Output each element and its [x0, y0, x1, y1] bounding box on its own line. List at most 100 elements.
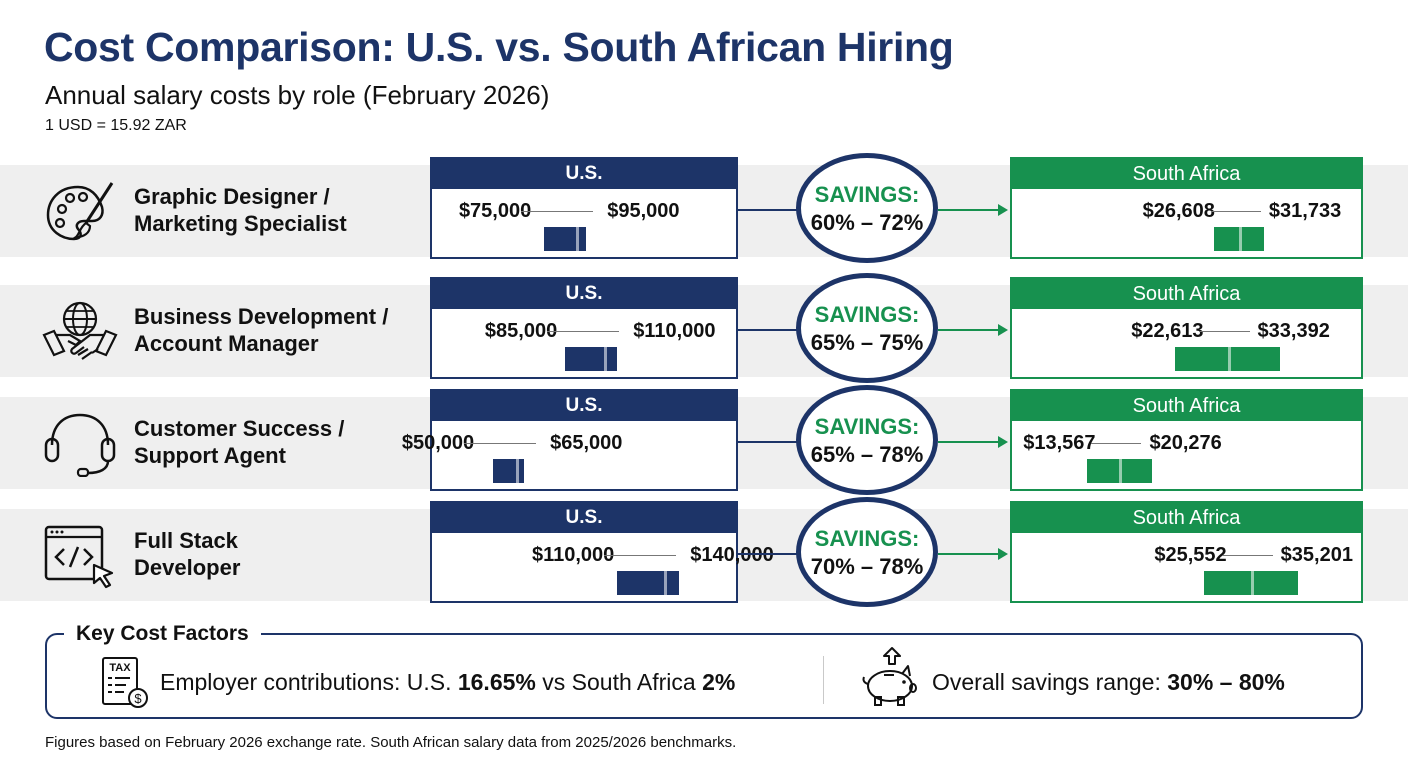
us-bar-marker	[663, 571, 667, 595]
sa-range: $13,567 $20,276	[1012, 431, 1361, 455]
sa-min-label: $13,567	[1023, 432, 1096, 454]
sa-connector	[938, 553, 1000, 555]
sa-header: South Africa	[1012, 159, 1361, 189]
us-range-dash	[547, 331, 620, 332]
us-range: $50,000 $65,000	[402, 431, 736, 455]
us-salary-panel: U.S. $110,000 $140,000	[430, 501, 774, 603]
globe-handshake-icon	[42, 299, 118, 365]
sa-bar-marker	[1238, 227, 1242, 251]
role-label: Full Stack Developer	[134, 527, 434, 581]
role-row: Graphic Designer / Marketing Specialist U.…	[0, 153, 1408, 263]
savings-range: 60% – 72%	[810, 210, 924, 235]
sa-bar-marker	[1250, 571, 1254, 595]
sa-salary-panel: South Africa $22,613 $33,392	[1010, 277, 1363, 379]
arrow-right-icon	[998, 324, 1008, 336]
us-header: U.S.	[432, 503, 736, 533]
us-range: $85,000 $110,000	[432, 319, 736, 343]
us-salary-panel: U.S. $75,000 $95,000	[430, 157, 738, 259]
savings-badge: SAVINGS: 70% – 78%	[796, 497, 938, 607]
key-cost-factors-box	[45, 633, 1363, 719]
us-header: U.S.	[432, 159, 736, 189]
sa-max-label: $33,392	[1257, 320, 1330, 342]
sa-max-label: $31,733	[1268, 200, 1342, 222]
savings-badge: SAVINGS: 60% – 72%	[796, 153, 938, 263]
tax-document-icon: TAX $	[100, 656, 150, 710]
us-range: $75,000 $95,000	[432, 199, 736, 223]
sa-range-dash	[1091, 443, 1142, 444]
code-window-cursor-icon	[42, 523, 118, 589]
role-label: Graphic Designer / Marketing Specialist	[134, 183, 434, 237]
savings-label: SAVINGS:	[814, 526, 920, 551]
role-label-line2: Support Agent	[134, 443, 286, 468]
savings-badge: SAVINGS: 65% – 78%	[796, 385, 938, 495]
us-min-label: $50,000	[401, 432, 475, 454]
sa-range: $22,613 $33,392	[1012, 319, 1361, 343]
us-range-bar	[492, 459, 524, 483]
sa-salary-panel: South Africa $13,567 $20,276	[1010, 389, 1363, 491]
us-range-dash	[464, 443, 537, 444]
piggy-bank-arrow-icon	[858, 646, 922, 708]
sa-range-dash	[1222, 555, 1273, 556]
us-header: U.S.	[432, 279, 736, 309]
us-max-label: $140,000	[690, 544, 774, 566]
headset-icon	[42, 411, 118, 478]
arrow-right-icon	[998, 548, 1008, 560]
sa-header: South Africa	[1012, 391, 1361, 421]
savings-label: SAVINGS:	[814, 302, 920, 327]
role-row: Full Stack Developer U.S. $110,000 $140,000 S…	[0, 497, 1408, 607]
sa-bar-marker	[1227, 347, 1231, 371]
role-label: Customer Success / Support Agent	[134, 415, 434, 469]
us-range-bar	[617, 571, 680, 595]
us-bar-marker	[515, 459, 519, 483]
role-label: Business Development / Account Manager	[134, 303, 434, 357]
role-label-line1: Customer Success /	[134, 416, 345, 441]
sa-min-label: $22,613	[1131, 320, 1204, 342]
sa-min-label: $26,608	[1142, 200, 1215, 222]
savings-label: SAVINGS:	[814, 414, 920, 439]
sa-range-bar	[1174, 347, 1281, 371]
role-label-line1: Business Development /	[134, 304, 389, 329]
sa-range-dash	[1210, 211, 1261, 212]
role-label-line2: Developer	[134, 555, 241, 580]
sa-range-bar	[1203, 571, 1298, 595]
tax-icon-label: TAX	[109, 662, 131, 674]
footnote: Figures based on February 2026 exchange …	[45, 734, 737, 751]
role-label-line2: Account Manager	[134, 331, 319, 356]
chart-subtitle: Annual salary costs by role (February 20…	[45, 80, 550, 110]
us-range-dash	[604, 555, 677, 556]
us-bar-marker	[575, 227, 579, 251]
us-min-label: $110,000	[531, 544, 615, 566]
savings-badge: SAVINGS: 65% – 75%	[796, 273, 938, 383]
role-row: Customer Success / Support Agent U.S. $50,0…	[0, 385, 1408, 495]
us-salary-panel: U.S. $85,000 $110,000	[430, 277, 738, 379]
role-row: Business Development / Account Manager U.S…	[0, 273, 1408, 383]
sa-header: South Africa	[1012, 503, 1361, 533]
sa-header: South Africa	[1012, 279, 1361, 309]
role-label-line1: Full Stack	[134, 528, 238, 553]
arrow-right-icon	[998, 204, 1008, 216]
arrow-right-icon	[998, 436, 1008, 448]
role-label-line1: Graphic Designer /	[134, 184, 330, 209]
us-range-dash	[521, 211, 594, 212]
factors-divider	[823, 656, 824, 704]
employer-contributions-text: Employer contributions: U.S. 16.65% vs S…	[160, 669, 736, 695]
exchange-rate: 1 USD = 15.92 ZAR	[45, 117, 187, 134]
us-min-label: $85,000	[484, 320, 558, 342]
role-label-line2: Marketing Specialist	[134, 211, 347, 236]
savings-range: 65% – 78%	[810, 442, 924, 467]
sa-range: $25,552 $35,201	[1012, 543, 1361, 567]
us-header: U.S.	[432, 391, 736, 421]
sa-range-dash	[1199, 331, 1250, 332]
us-range: $110,000 $140,000	[432, 543, 774, 567]
savings-label: SAVINGS:	[814, 182, 920, 207]
sa-bar-marker	[1119, 459, 1123, 483]
us-connector	[738, 553, 798, 555]
us-range-bar	[544, 227, 586, 251]
us-connector	[738, 209, 798, 211]
sa-salary-panel: South Africa $26,608 $31,733	[1010, 157, 1363, 259]
us-max-label: $110,000	[633, 320, 716, 342]
sa-min-label: $25,552	[1154, 544, 1227, 566]
sa-connector	[938, 209, 1000, 211]
sa-connector	[938, 329, 1000, 331]
sa-salary-panel: South Africa $25,552 $35,201	[1010, 501, 1363, 603]
